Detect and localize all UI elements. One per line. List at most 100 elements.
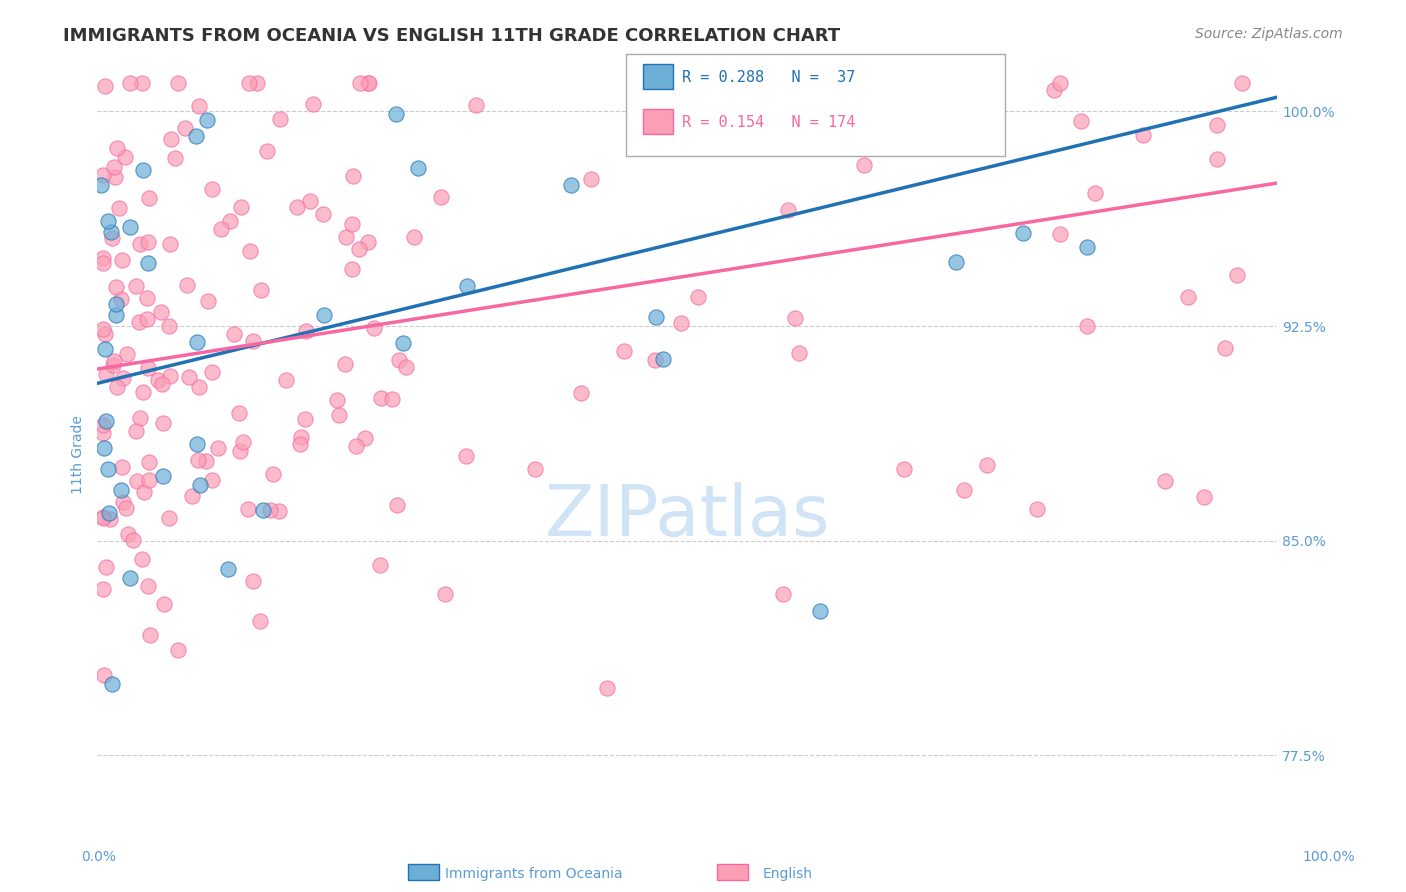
Immigrants from Oceania bbox=[93, 342, 115, 356]
English bbox=[160, 132, 183, 146]
Immigrants from Oceania bbox=[118, 219, 141, 234]
English bbox=[357, 235, 380, 250]
English bbox=[222, 326, 245, 341]
English bbox=[363, 321, 385, 335]
English bbox=[173, 120, 195, 135]
English bbox=[785, 131, 807, 145]
English bbox=[209, 222, 232, 236]
English bbox=[1042, 83, 1064, 97]
Immigrants from Oceania bbox=[97, 213, 120, 227]
English bbox=[122, 533, 145, 547]
English bbox=[333, 357, 356, 371]
English bbox=[765, 76, 787, 90]
English bbox=[347, 242, 370, 256]
English bbox=[385, 498, 408, 512]
English bbox=[1049, 76, 1071, 90]
English bbox=[135, 312, 157, 326]
English bbox=[820, 125, 842, 139]
English bbox=[295, 324, 318, 338]
English bbox=[94, 327, 117, 342]
English bbox=[120, 76, 142, 90]
English bbox=[218, 214, 240, 228]
English bbox=[285, 200, 308, 214]
English bbox=[853, 158, 876, 172]
English bbox=[433, 587, 456, 601]
Text: Source: ZipAtlas.com: Source: ZipAtlas.com bbox=[1195, 27, 1343, 41]
English bbox=[1084, 186, 1107, 201]
English bbox=[395, 359, 418, 374]
Immigrants from Oceania bbox=[385, 107, 408, 121]
English bbox=[688, 290, 710, 304]
Immigrants from Oceania bbox=[406, 161, 429, 176]
Immigrants from Oceania bbox=[100, 225, 122, 239]
English bbox=[914, 76, 936, 90]
English bbox=[138, 454, 160, 468]
English bbox=[772, 586, 794, 600]
English bbox=[1154, 474, 1177, 488]
English bbox=[135, 291, 157, 305]
English bbox=[136, 578, 159, 592]
Text: R = 0.154   N = 174: R = 0.154 N = 174 bbox=[682, 115, 855, 129]
English bbox=[328, 408, 350, 422]
English bbox=[125, 475, 148, 489]
English bbox=[188, 380, 211, 394]
English bbox=[187, 99, 209, 113]
English bbox=[166, 76, 188, 90]
English bbox=[669, 316, 692, 330]
English bbox=[187, 453, 209, 467]
English bbox=[111, 370, 134, 384]
English bbox=[159, 369, 181, 384]
Immigrants from Oceania bbox=[98, 506, 121, 520]
English bbox=[430, 189, 453, 203]
Text: 100.0%: 100.0% bbox=[1302, 850, 1355, 863]
English bbox=[94, 560, 117, 574]
English bbox=[778, 202, 800, 217]
Text: IMMIGRANTS FROM OCEANIA VS ENGLISH 11TH GRADE CORRELATION CHART: IMMIGRANTS FROM OCEANIA VS ENGLISH 11TH … bbox=[63, 27, 841, 45]
English bbox=[132, 385, 155, 400]
Immigrants from Oceania bbox=[184, 128, 207, 143]
English bbox=[91, 322, 114, 336]
English bbox=[228, 405, 250, 419]
English bbox=[1177, 290, 1199, 304]
English bbox=[960, 76, 983, 90]
English bbox=[91, 425, 114, 440]
English bbox=[229, 444, 252, 458]
Text: English: English bbox=[762, 867, 813, 881]
English bbox=[342, 169, 364, 183]
English bbox=[294, 412, 316, 426]
English bbox=[1230, 76, 1253, 90]
Immigrants from Oceania bbox=[90, 178, 112, 192]
Y-axis label: 11th Grade: 11th Grade bbox=[72, 416, 86, 494]
English bbox=[152, 417, 174, 431]
English bbox=[267, 504, 290, 518]
English bbox=[357, 76, 380, 90]
Immigrants from Oceania bbox=[132, 163, 155, 178]
English bbox=[159, 236, 181, 251]
Immigrants from Oceania bbox=[152, 469, 174, 483]
English bbox=[108, 201, 131, 215]
English bbox=[976, 458, 998, 473]
English bbox=[132, 484, 155, 499]
English bbox=[569, 385, 592, 400]
Immigrants from Oceania bbox=[217, 562, 239, 576]
English bbox=[250, 283, 273, 297]
English bbox=[91, 511, 114, 525]
English bbox=[368, 558, 391, 573]
English bbox=[259, 503, 281, 517]
Immigrants from Oceania bbox=[104, 297, 127, 311]
English bbox=[299, 194, 322, 208]
English bbox=[104, 280, 127, 294]
English bbox=[148, 373, 170, 387]
English bbox=[1049, 227, 1071, 242]
Immigrants from Oceania bbox=[392, 336, 415, 351]
English bbox=[290, 430, 312, 444]
English bbox=[249, 614, 271, 628]
English bbox=[1206, 153, 1229, 167]
English bbox=[381, 392, 404, 407]
English bbox=[201, 182, 224, 196]
English bbox=[785, 311, 807, 326]
Immigrants from Oceania bbox=[120, 571, 142, 585]
English bbox=[1226, 268, 1249, 282]
Immigrants from Oceania bbox=[456, 279, 478, 293]
English bbox=[136, 361, 159, 376]
